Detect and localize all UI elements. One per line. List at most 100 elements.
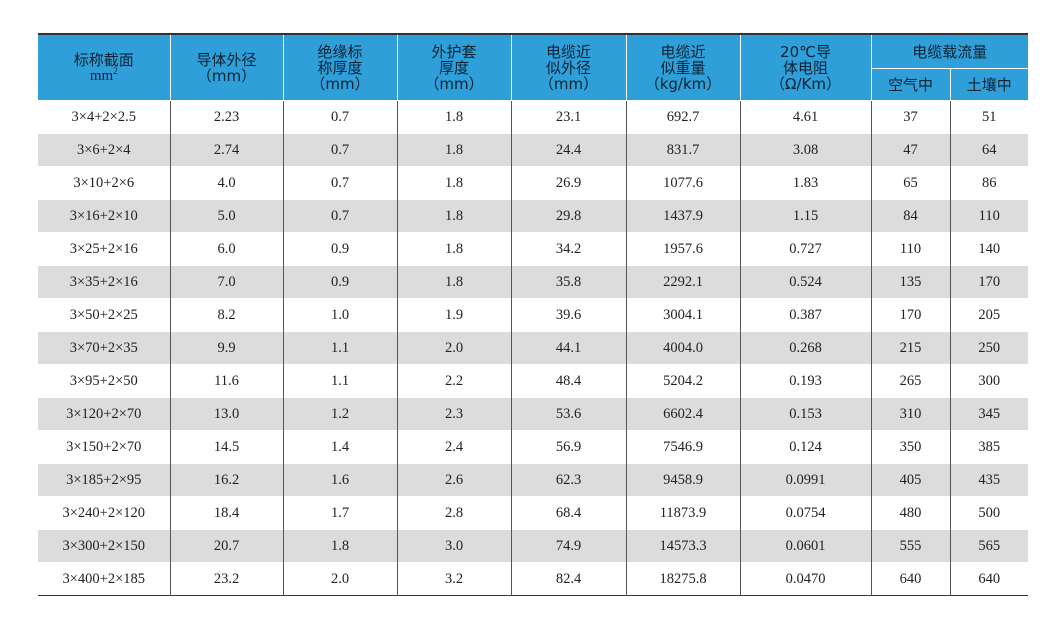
header-spec: 标称截面 mm2 (38, 34, 170, 101)
cell-ampacity-soil: 205 (949, 298, 1029, 332)
cell-weight: 5204.2 (625, 364, 740, 398)
cell-weight: 1437.9 (625, 199, 740, 233)
cell-insulation: 0.7 (282, 199, 397, 233)
cell-sheath: 2.6 (396, 463, 511, 497)
cell-insulation: 0.9 (282, 232, 397, 266)
cell-sheath: 2.2 (396, 364, 511, 398)
cell-insulation: 0.7 (282, 133, 397, 167)
cell-ampacity-soil: 250 (949, 331, 1029, 365)
cell-outer-dia: 68.4 (510, 496, 626, 530)
cell-sheath: 1.8 (396, 199, 511, 233)
header-ampacity-air: 空气中 (870, 68, 950, 101)
cell-insulation: 1.1 (282, 364, 397, 398)
table-row: 3×185+2×95 16.2 1.6 2.6 62.3 9458.9 0.0991 405 4… (38, 463, 1029, 497)
cell-resistance: 0.727 (739, 232, 871, 266)
cell-ampacity-air: 215 (870, 331, 950, 365)
cell-ampacity-soil: 345 (949, 397, 1029, 431)
table-row: 3×10+2×6 4.0 0.7 1.8 26.9 1077.6 1.83 65 86 (38, 166, 1029, 200)
cell-ampacity-air: 170 (870, 298, 950, 332)
cell-spec: 3×400+2×185 (38, 562, 170, 596)
cell-ampacity-air: 37 (870, 100, 950, 134)
cell-conductor-dia: 4.0 (169, 166, 283, 200)
cell-weight: 6602.4 (625, 397, 740, 431)
header-sheath: 外护套 厚度 （mm） (396, 34, 511, 101)
cell-resistance: 0.524 (739, 265, 871, 299)
cell-weight: 18275.8 (625, 562, 740, 596)
header-ampacity-soil: 土壤中 (949, 68, 1029, 101)
table-row: 3×6+2×4 2.74 0.7 1.8 24.4 831.7 3.08 47 64 (38, 133, 1029, 167)
cell-resistance: 0.0601 (739, 529, 871, 563)
cell-spec: 3×120+2×70 (38, 397, 170, 431)
cell-spec: 3×25+2×16 (38, 232, 170, 266)
table-row: 3×16+2×10 5.0 0.7 1.8 29.8 1437.9 1.15 84 110 (38, 199, 1029, 233)
cell-spec: 3×300+2×150 (38, 529, 170, 563)
cell-ampacity-soil: 500 (949, 496, 1029, 530)
cell-insulation: 1.4 (282, 430, 397, 464)
cell-weight: 9458.9 (625, 463, 740, 497)
table-row: 3×300+2×150 20.7 1.8 3.0 74.9 14573.3 0.0601 55… (38, 529, 1029, 563)
cell-weight: 2292.1 (625, 265, 740, 299)
cell-weight: 4004.0 (625, 331, 740, 365)
header-insulation: 绝缘标 称厚度 （mm） (282, 34, 397, 101)
cell-insulation: 0.7 (282, 166, 397, 200)
header-ampacity: 电缆载流量 (870, 34, 1029, 69)
cell-spec: 3×50+2×25 (38, 298, 170, 332)
cell-ampacity-air: 47 (870, 133, 950, 167)
cell-resistance: 1.15 (739, 199, 871, 233)
cell-conductor-dia: 8.2 (169, 298, 283, 332)
cable-spec-table: 标称截面 mm2 导体外径 （mm） 绝缘标 称厚度 （mm） 外护套 厚度 （… (38, 33, 1029, 596)
cell-insulation: 1.8 (282, 529, 397, 563)
cell-ampacity-air: 265 (870, 364, 950, 398)
cell-ampacity-air: 310 (870, 397, 950, 431)
cell-ampacity-soil: 140 (949, 232, 1029, 266)
cell-sheath: 3.2 (396, 562, 511, 596)
cell-resistance: 0.124 (739, 430, 871, 464)
cell-conductor-dia: 2.23 (169, 100, 283, 134)
table-body: 3×4+2×2.5 2.23 0.7 1.8 23.1 692.7 4.61 37 51 3×6+… (38, 100, 1029, 596)
cell-ampacity-air: 135 (870, 265, 950, 299)
cell-resistance: 1.83 (739, 166, 871, 200)
cell-ampacity-soil: 565 (949, 529, 1029, 563)
cell-conductor-dia: 20.7 (169, 529, 283, 563)
cell-spec: 3×10+2×6 (38, 166, 170, 200)
cell-conductor-dia: 2.74 (169, 133, 283, 167)
cell-ampacity-soil: 300 (949, 364, 1029, 398)
cell-sheath: 1.8 (396, 265, 511, 299)
header-resistance: 20℃导 体电阻 （Ω/Km） (739, 34, 871, 101)
cell-conductor-dia: 18.4 (169, 496, 283, 530)
cell-outer-dia: 56.9 (510, 430, 626, 464)
cell-spec: 3×70+2×35 (38, 331, 170, 365)
cell-sheath: 2.4 (396, 430, 511, 464)
cell-weight: 692.7 (625, 100, 740, 134)
cell-ampacity-air: 84 (870, 199, 950, 233)
cell-spec: 3×150+2×70 (38, 430, 170, 464)
cell-resistance: 0.0754 (739, 496, 871, 530)
cell-resistance: 0.0470 (739, 562, 871, 596)
cell-ampacity-soil: 170 (949, 265, 1029, 299)
cell-conductor-dia: 16.2 (169, 463, 283, 497)
cell-ampacity-air: 110 (870, 232, 950, 266)
cell-conductor-dia: 11.6 (169, 364, 283, 398)
cell-sheath: 2.8 (396, 496, 511, 530)
cell-ampacity-soil: 640 (949, 562, 1029, 596)
cell-outer-dia: 23.1 (510, 100, 626, 134)
cell-conductor-dia: 6.0 (169, 232, 283, 266)
header-spec-unit: mm2 (89, 65, 118, 84)
cell-sheath: 1.8 (396, 166, 511, 200)
cell-resistance: 0.153 (739, 397, 871, 431)
cell-spec: 3×35+2×16 (38, 265, 170, 299)
cell-weight: 1957.6 (625, 232, 740, 266)
table-row: 3×70+2×35 9.9 1.1 2.0 44.1 4004.0 0.268 215 250 (38, 331, 1029, 365)
table-row: 3×120+2×70 13.0 1.2 2.3 53.6 6602.4 0.153 310 34… (38, 397, 1029, 431)
cell-ampacity-air: 640 (870, 562, 950, 596)
cell-ampacity-air: 555 (870, 529, 950, 563)
header-conductor-dia: 导体外径 （mm） (169, 34, 283, 101)
table-row: 3×95+2×50 11.6 1.1 2.2 48.4 5204.2 0.193 265 300 (38, 364, 1029, 398)
cell-weight: 7546.9 (625, 430, 740, 464)
cell-insulation: 1.7 (282, 496, 397, 530)
cell-weight: 1077.6 (625, 166, 740, 200)
cell-ampacity-soil: 110 (949, 199, 1029, 233)
cell-spec: 3×4+2×2.5 (38, 100, 170, 134)
cell-outer-dia: 74.9 (510, 529, 626, 563)
table-row: 3×240+2×120 18.4 1.7 2.8 68.4 11873.9 0.0754 48… (38, 496, 1029, 530)
